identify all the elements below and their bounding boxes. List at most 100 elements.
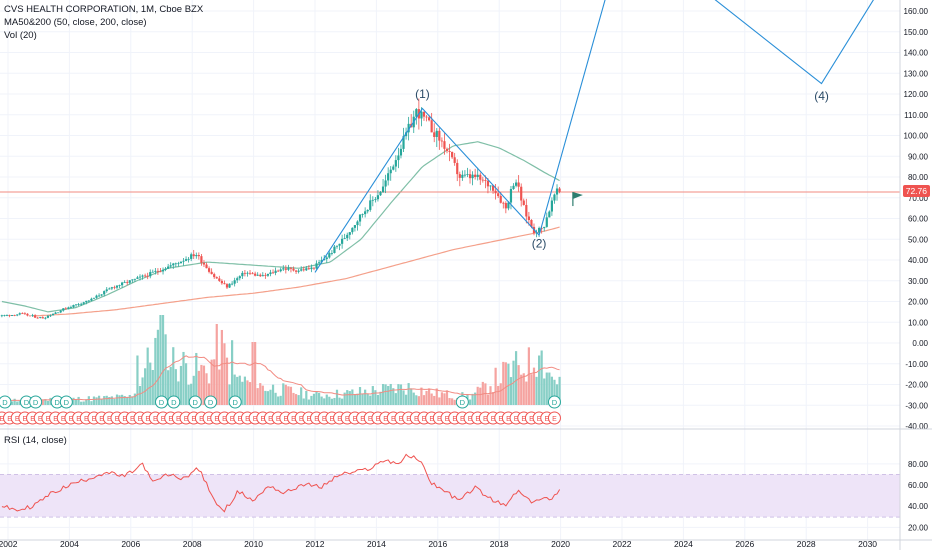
volume-bar (300, 387, 303, 405)
dividend-marker (29, 395, 43, 409)
candle-body (49, 315, 52, 317)
candle-body (215, 277, 218, 279)
y-tick-label: 60.00 (908, 215, 929, 224)
volume-bar (136, 355, 139, 405)
candle-body (279, 269, 282, 272)
candle-body (328, 253, 331, 258)
ma-legend: MA50&200 (50, close, 200, close) (4, 17, 147, 28)
candle-body (192, 254, 195, 257)
volume-bar (164, 334, 167, 405)
candle-body (266, 274, 270, 276)
candle-body (325, 257, 328, 260)
volume-bar (236, 376, 239, 405)
volume-bar (445, 390, 449, 405)
earnings-label: E (230, 416, 235, 423)
candle-body (5, 315, 9, 316)
candle-body (407, 123, 410, 133)
volume-bar (149, 362, 152, 405)
volume-bar (144, 368, 147, 405)
candle-body (330, 252, 333, 254)
candle-body (274, 270, 277, 273)
volume-bar (494, 367, 497, 405)
volume-bar (46, 400, 50, 405)
wave-path (314, 0, 874, 273)
candle-body (87, 300, 90, 302)
volume-bar (44, 399, 47, 405)
earnings-label: E (107, 416, 112, 423)
earnings-label: E (353, 416, 358, 423)
volume-bar (333, 397, 336, 405)
volume-bar (532, 367, 536, 405)
volume-bar (156, 329, 160, 405)
volume-bar (341, 398, 344, 405)
candle-body (97, 295, 101, 297)
volume-bar (292, 392, 295, 405)
candle-body (18, 313, 21, 315)
earnings-label: E (53, 416, 58, 423)
candle-body (146, 275, 149, 277)
volume-bar (126, 397, 129, 405)
volume-bar (302, 398, 305, 405)
volume-bar (294, 394, 298, 405)
candle-body (433, 132, 436, 137)
earnings-label: E (314, 416, 319, 423)
volume-bar (535, 376, 538, 405)
volume-bar (228, 384, 231, 405)
x-tick-label: 2014 (367, 539, 386, 549)
candle-body (335, 245, 339, 247)
earnings-label: E (0, 416, 5, 423)
candle-body (379, 192, 382, 196)
candle-body (315, 263, 318, 269)
volume-bar (10, 401, 14, 405)
volume-bar (169, 366, 172, 405)
volume-bar (538, 355, 541, 405)
elliott-wave[interactable]: (1) (2) (4) (314, 0, 877, 273)
y-tick-label: 0.00 (912, 339, 928, 348)
volume-bar (197, 370, 200, 405)
earnings-label: E (138, 416, 143, 423)
y-tick-label: 90.00 (908, 152, 929, 161)
candle-body (438, 130, 441, 141)
volume-bar (85, 399, 88, 405)
candle-body (305, 268, 308, 271)
earnings-label: E (291, 416, 296, 423)
volume-bar (440, 392, 443, 405)
x-tick-label: 2012 (306, 539, 325, 549)
candle-body (54, 312, 57, 314)
volume-bar (553, 379, 556, 405)
volume-bar (138, 386, 142, 405)
volume-bar (310, 395, 313, 405)
candle-body (499, 196, 502, 203)
candle-body (456, 162, 459, 175)
candle-body (461, 174, 464, 178)
earnings-label: E (544, 416, 549, 423)
rsi-tick-label: 80.00 (908, 460, 929, 469)
candle-body (164, 268, 167, 270)
candle-body (174, 263, 177, 265)
candle-body (105, 289, 108, 292)
earnings-label: E (307, 416, 312, 423)
candle-body (300, 269, 303, 271)
candle-body (151, 271, 154, 273)
candle-body (184, 259, 188, 261)
volume-bar (159, 315, 162, 405)
earnings-marker (547, 411, 561, 425)
y-tick-label: 10.00 (908, 318, 929, 327)
candle-body (51, 313, 55, 316)
candle-body (514, 182, 518, 186)
x-tick-label: 2002 (0, 539, 18, 549)
candle-body (64, 308, 67, 310)
candle-body (392, 166, 395, 170)
dividend-marker (547, 395, 561, 409)
rsi-legend: RSI (14, close) (4, 435, 67, 446)
event-markers[interactable]: D D D D D D D D D D D DE E E E E E E E E E E E E E E E E E E E E E E E E E E E… (0, 395, 561, 425)
volume-bar (361, 393, 364, 405)
candle-body (154, 270, 157, 272)
earnings-label: E (399, 416, 404, 423)
volume-bar (471, 393, 474, 405)
earnings-label: E (422, 416, 427, 423)
candle-body (100, 294, 103, 296)
